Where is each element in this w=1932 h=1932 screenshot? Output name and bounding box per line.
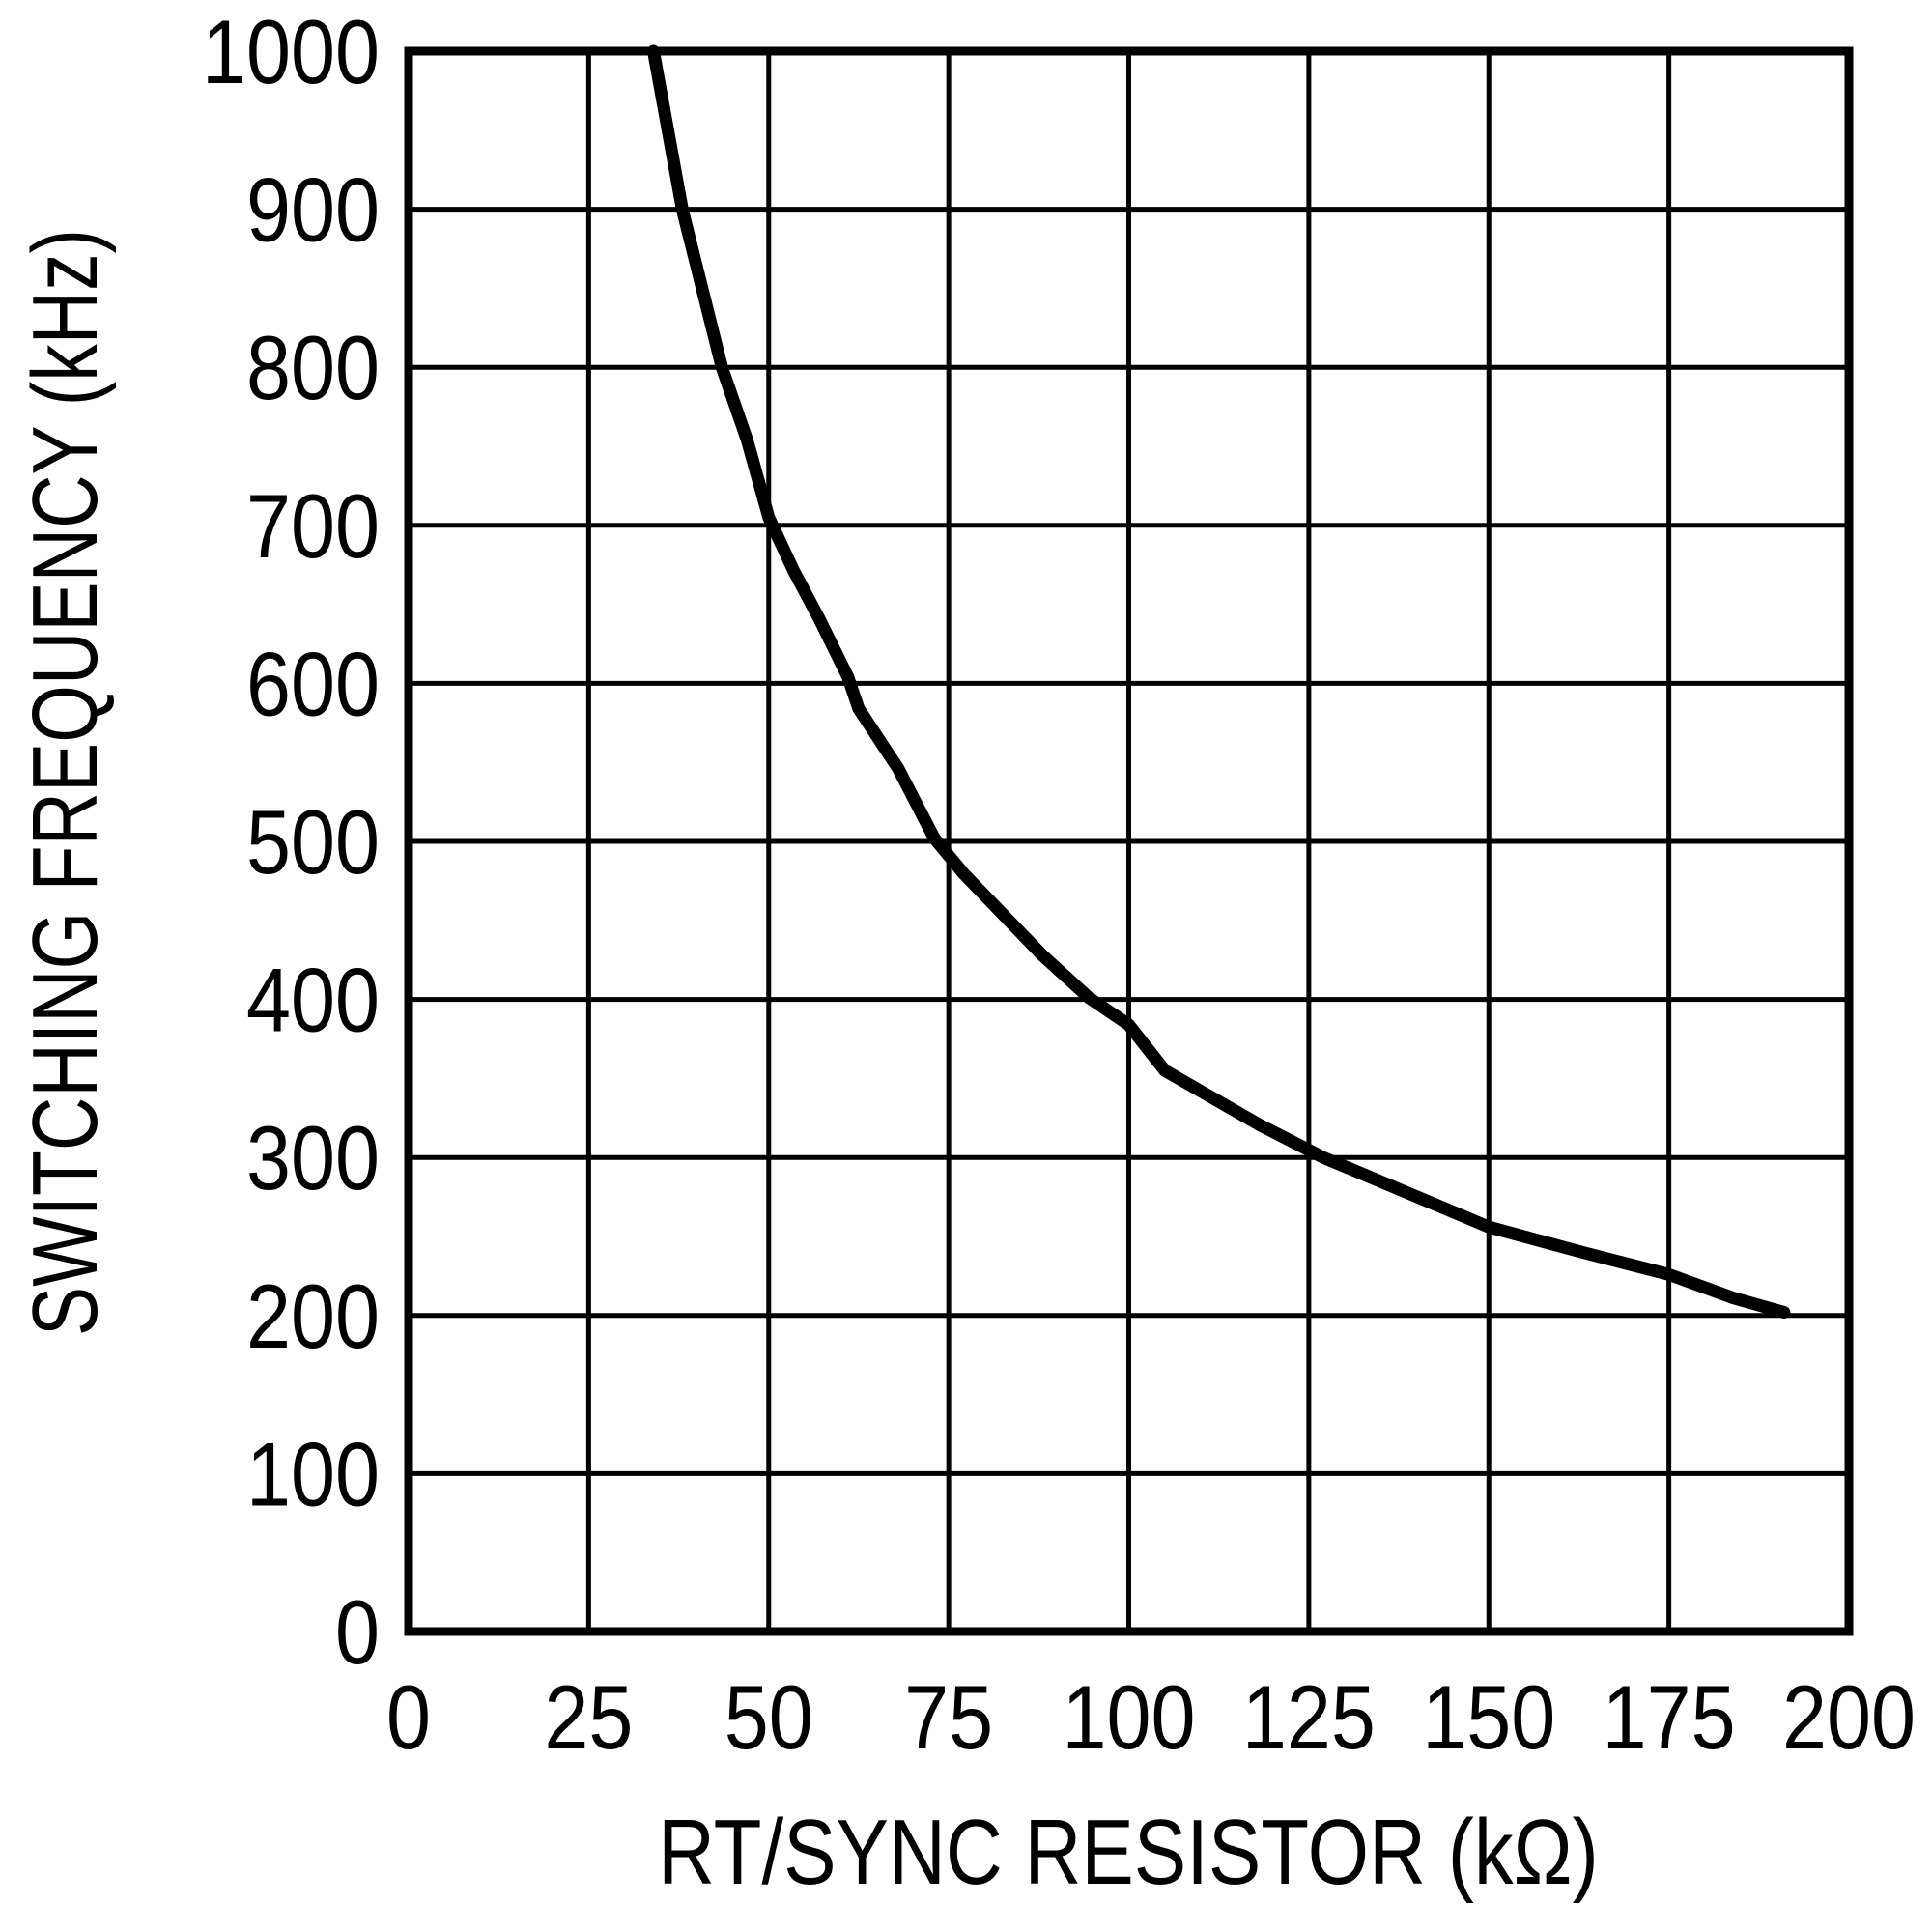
y-tick-label: 500 xyxy=(246,791,380,893)
y-tick-label: 100 xyxy=(246,1423,380,1524)
y-tick-label: 700 xyxy=(246,475,380,577)
grid-horizontal xyxy=(409,48,1849,1634)
y-tick-label: 0 xyxy=(335,1581,380,1683)
y-tick-label: 200 xyxy=(246,1265,380,1367)
x-tick-label: 100 xyxy=(1063,1666,1196,1768)
y-tick-labels: 0 100 200 300 400 500 600 700 800 900 1000 xyxy=(202,1,380,1683)
x-axis-title: RT/SYNC RESISTOR (kΩ) xyxy=(658,1800,1599,1904)
x-tick-label: 175 xyxy=(1603,1666,1736,1768)
x-tick-label: 150 xyxy=(1422,1666,1555,1768)
x-tick-label: 75 xyxy=(904,1666,993,1768)
plot-frame xyxy=(404,46,1854,1636)
y-tick-label: 1000 xyxy=(202,1,380,102)
y-tick-label: 900 xyxy=(246,159,380,261)
y-tick-label: 300 xyxy=(246,1107,380,1208)
x-tick-label: 50 xyxy=(724,1666,813,1768)
x-tick-label: 200 xyxy=(1782,1666,1916,1768)
y-tick-label: 800 xyxy=(246,317,380,418)
x-tick-label: 25 xyxy=(544,1666,633,1768)
y-tick-label: 400 xyxy=(246,950,380,1051)
frequency-curve xyxy=(647,44,1791,1319)
x-tick-labels: 0 25 50 75 100 125 150 175 200 xyxy=(386,1666,1916,1768)
x-tick-label: 0 xyxy=(386,1666,431,1768)
y-tick-label: 600 xyxy=(246,633,380,734)
x-tick-label: 125 xyxy=(1242,1666,1376,1768)
y-axis-title: SWITCHING FREQUENCY (kHz) xyxy=(14,229,117,1336)
